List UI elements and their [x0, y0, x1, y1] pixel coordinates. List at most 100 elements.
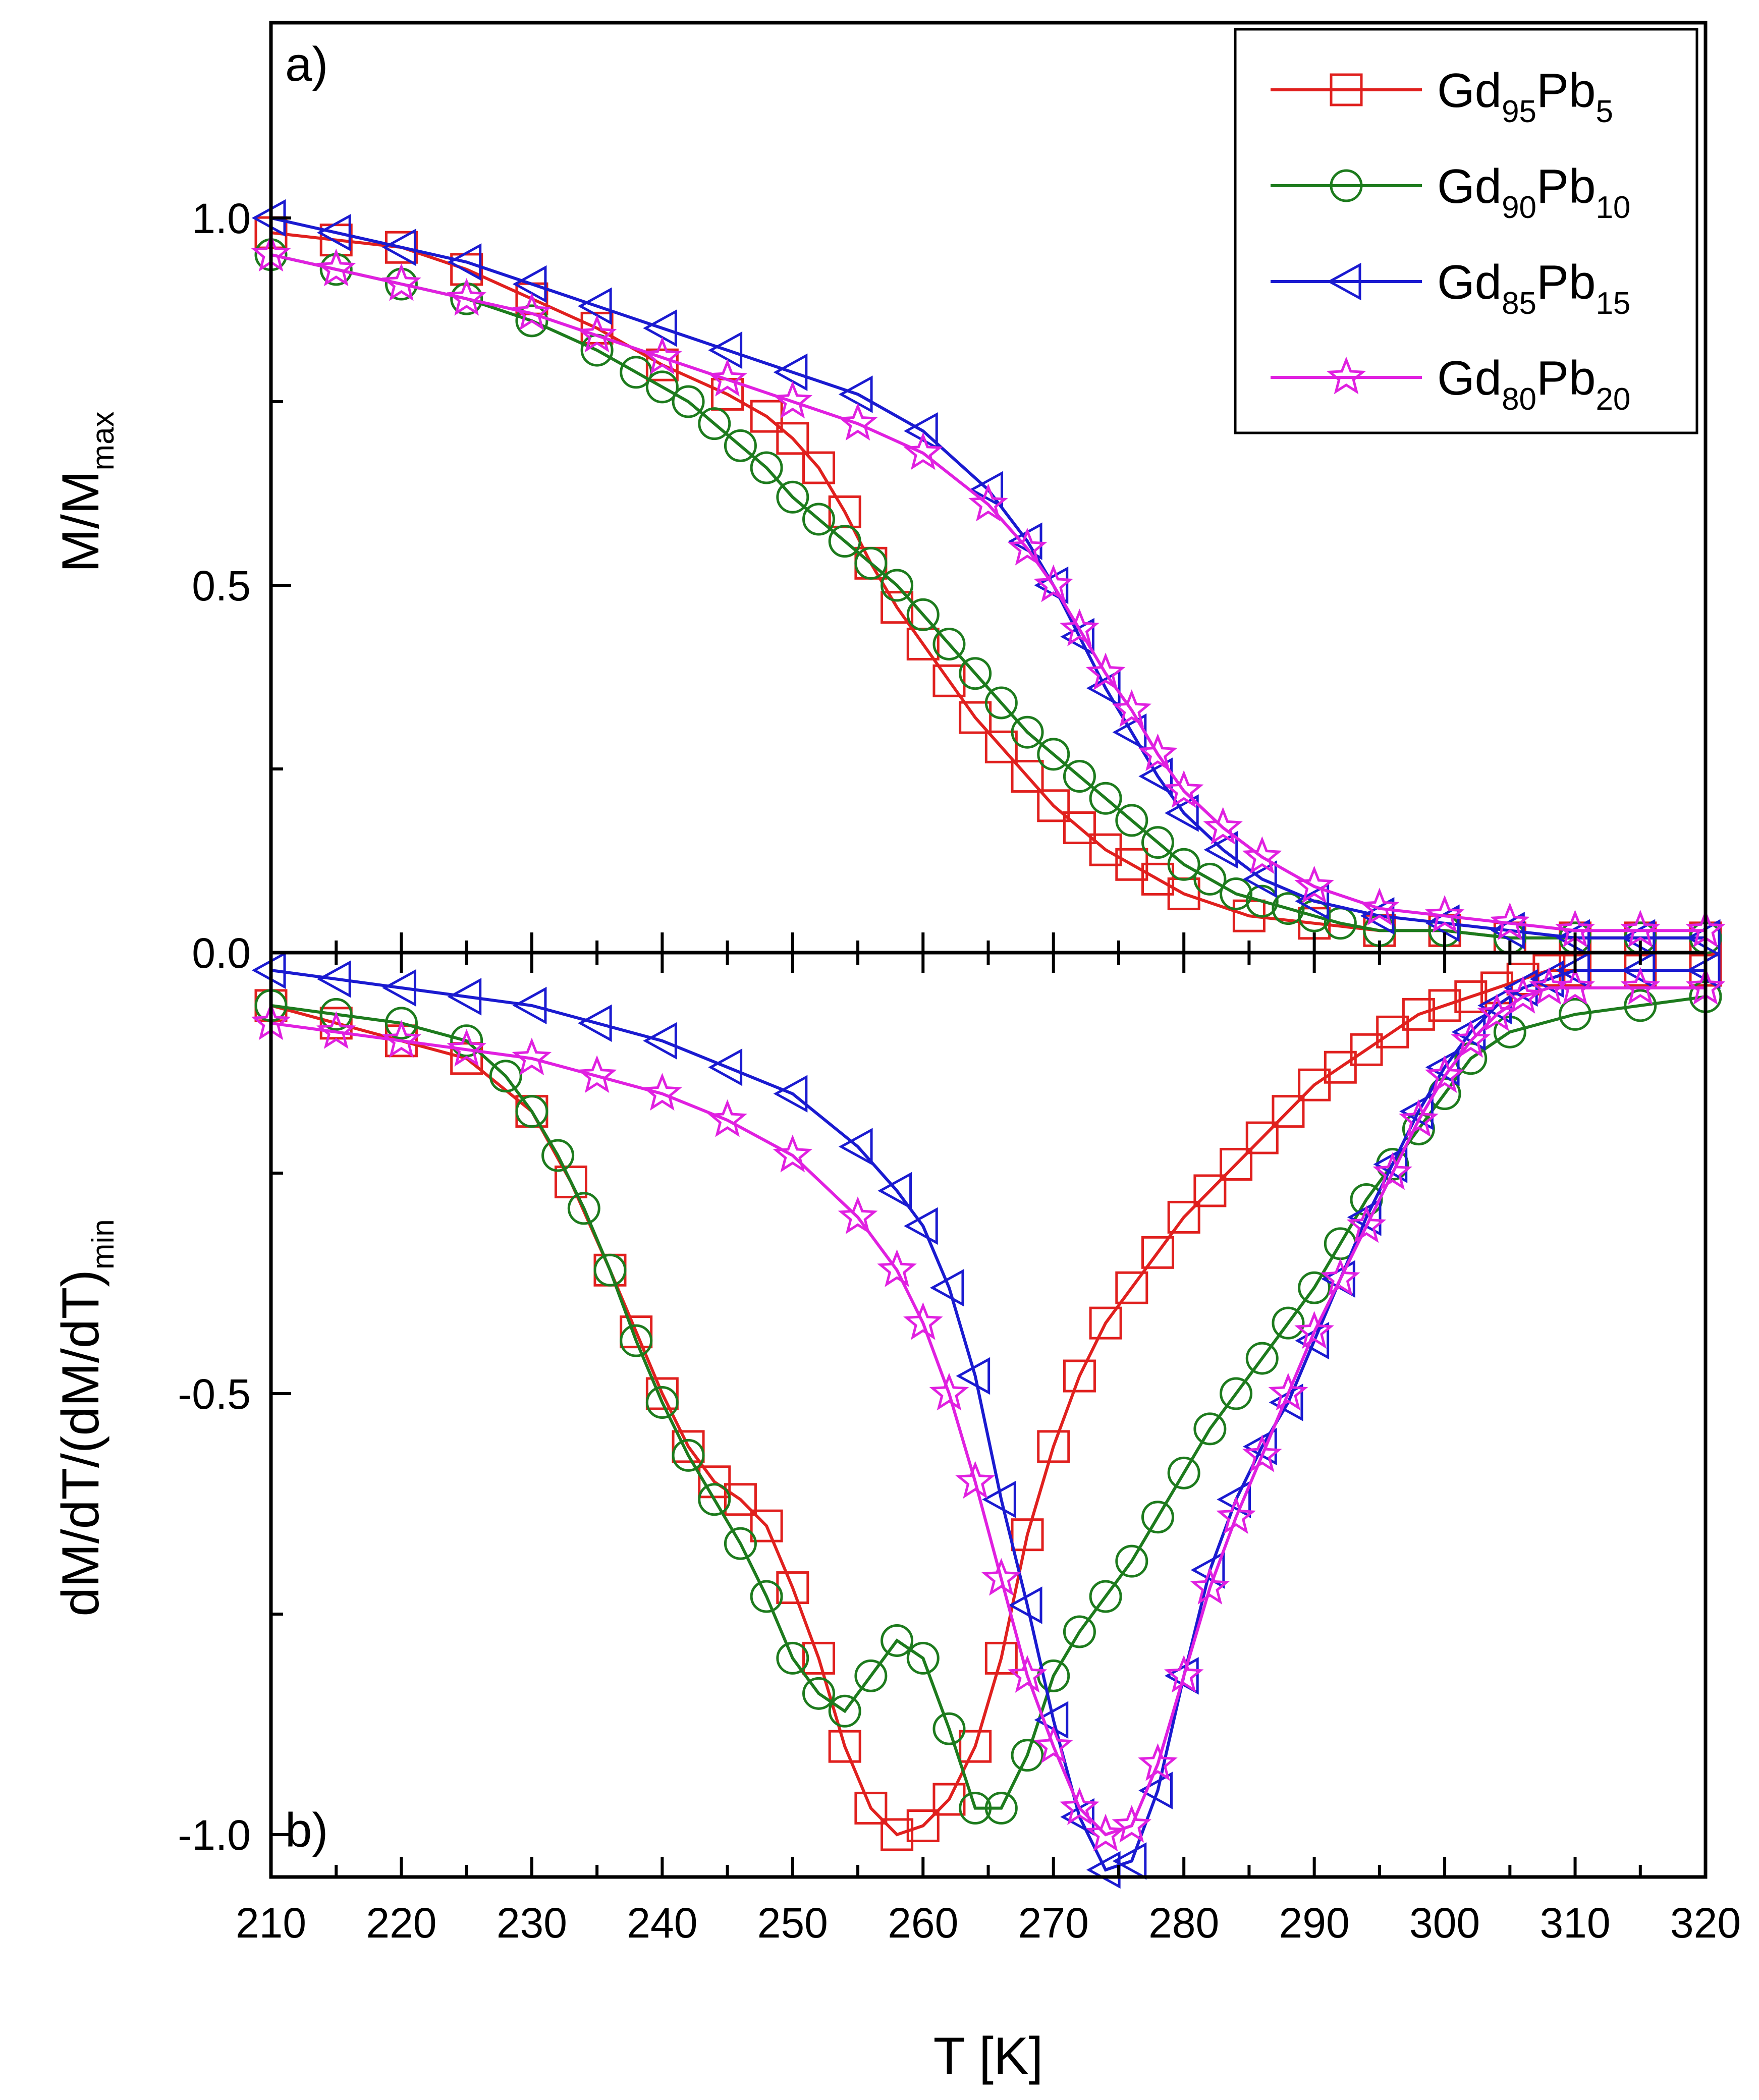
y-tick-label-b: -1.0 — [178, 1811, 251, 1859]
data-point-b-1-30 — [1167, 1456, 1200, 1489]
data-point-a-1-26 — [1141, 826, 1174, 859]
panel-a-plot — [251, 199, 1726, 957]
data-point-b-3-12 — [929, 1372, 969, 1411]
data-point-a-0-18 — [1011, 760, 1044, 793]
data-point-b-1-26 — [1063, 1615, 1096, 1648]
data-point-b-3-2 — [381, 1020, 421, 1058]
data-point-a-1-29 — [1220, 877, 1253, 911]
data-point-b-2-17 — [1060, 1798, 1094, 1836]
data-point-a-1-14 — [828, 525, 861, 558]
data-point-b-2-10 — [877, 1172, 912, 1210]
data-point-a-3-16 — [1112, 689, 1152, 727]
x-tick-label: 260 — [888, 1899, 958, 1947]
data-point-b-3-26 — [1294, 1311, 1334, 1349]
data-point-b-2-15 — [1008, 1586, 1042, 1624]
data-point-a-0-6 — [645, 348, 679, 381]
data-point-b-1-8 — [593, 1253, 627, 1287]
data-point-b-3-25 — [1268, 1372, 1308, 1411]
data-point-a-1-23 — [1063, 760, 1096, 793]
data-point-b-3-20 — [1138, 1743, 1178, 1781]
data-point-a-3-26 — [1620, 909, 1661, 948]
data-point-a-0-15 — [932, 664, 966, 697]
data-point-b-1-11 — [672, 1439, 705, 1472]
data-point-b-3-31 — [1424, 1055, 1465, 1093]
data-point-a-3-3 — [447, 278, 486, 316]
data-point-b-3-3 — [447, 1028, 486, 1067]
data-point-b-2-28 — [1347, 1198, 1382, 1236]
data-point-b-3-7 — [707, 1099, 747, 1137]
x-tick-label: 280 — [1148, 1899, 1219, 1947]
data-point-b-0-5 — [554, 1165, 587, 1198]
data-point-b-1-27 — [1089, 1580, 1122, 1613]
data-point-b-3-29 — [1372, 1152, 1412, 1190]
data-point-a-3-10 — [903, 432, 943, 470]
data-point-a-1-19 — [959, 657, 992, 690]
data-point-a-2-4 — [512, 265, 547, 303]
data-point-a-0-19 — [1037, 789, 1070, 822]
data-point-b-0-33 — [1298, 1068, 1331, 1101]
data-point-b-1-6 — [541, 1139, 575, 1172]
data-point-b-0-8 — [645, 1377, 679, 1410]
x-tick-label: 310 — [1540, 1899, 1610, 1947]
legend: Gd95Pb5 Gd90Pb10 Gd85Pb15 Gd80Pb20 — [1234, 28, 1698, 434]
data-point-b-3-22 — [1190, 1567, 1230, 1605]
data-point-b-3-5 — [577, 1055, 617, 1093]
data-point-b-0-22 — [1011, 1518, 1044, 1552]
panel-label-b: b) — [285, 1803, 328, 1857]
data-point-a-2-8 — [773, 353, 808, 391]
data-point-a-1-28 — [1193, 862, 1227, 896]
data-point-b-0-30 — [1220, 1148, 1253, 1181]
data-point-a-1-22 — [1037, 738, 1070, 771]
data-point-b-3-24 — [1242, 1434, 1282, 1472]
data-point-b-3-28 — [1346, 1205, 1387, 1243]
data-point-b-0-39 — [1454, 980, 1488, 1013]
data-point-b-2-5 — [577, 1004, 612, 1042]
x-tick-label: 210 — [236, 1899, 306, 1947]
legend-marker-0 — [1330, 73, 1363, 106]
data-point-a-1-18 — [932, 627, 966, 660]
data-point-a-1-9 — [698, 407, 731, 440]
data-point-b-2-3 — [447, 978, 482, 1016]
data-point-a-2-17 — [1138, 757, 1173, 795]
data-point-b-3-36 — [1555, 967, 1595, 1005]
y-axis-title-b: dM/dT/(dM/dT)min — [51, 1219, 121, 1617]
data-point-a-2-1 — [317, 213, 351, 252]
data-point-b-3-30 — [1399, 1099, 1439, 1137]
data-point-b-3-15 — [1007, 1655, 1048, 1693]
data-point-a-3-12 — [1007, 527, 1048, 566]
data-point-b-0-20 — [959, 1730, 992, 1763]
data-point-a-1-17 — [906, 598, 940, 631]
data-point-a-3-18 — [1164, 770, 1204, 808]
data-point-b-2-23 — [1217, 1480, 1251, 1518]
data-point-b-0-41 — [1506, 962, 1540, 996]
data-point-a-3-24 — [1490, 902, 1530, 941]
data-point-a-0-10 — [802, 451, 836, 484]
data-point-b-1-13 — [724, 1527, 757, 1560]
data-point-b-0-23 — [1037, 1430, 1070, 1463]
legend-marker-1 — [1330, 169, 1363, 202]
data-point-b-1-9 — [620, 1324, 653, 1357]
x-tick-label: 250 — [757, 1899, 828, 1947]
data-point-a-1-31 — [1272, 892, 1305, 925]
data-point-b-2-1 — [317, 960, 351, 998]
data-point-b-3-16 — [1033, 1725, 1073, 1763]
data-point-a-3-2 — [381, 263, 421, 301]
data-point-b-2-20 — [1138, 1772, 1173, 1809]
data-point-b-0-21 — [984, 1641, 1018, 1675]
data-point-b-1-31 — [1193, 1412, 1227, 1446]
data-point-a-1-25 — [1115, 804, 1148, 837]
y-tick-label-a: 0.5 — [192, 562, 251, 610]
series-line-b-1 — [270, 995, 1706, 1810]
data-point-b-1-1 — [319, 998, 353, 1031]
data-point-b-3-10 — [877, 1249, 917, 1287]
data-point-a-0-17 — [984, 730, 1018, 763]
x-tick-label: 290 — [1279, 1899, 1350, 1947]
data-point-b-0-29 — [1193, 1174, 1227, 1207]
data-point-a-3-4 — [512, 292, 552, 330]
data-point-a-1-13 — [802, 503, 836, 536]
data-point-a-2-3 — [447, 243, 482, 281]
series-line-b-2 — [270, 969, 1706, 1872]
y-tick-label-a: 0.0 — [192, 929, 251, 977]
x-tick-label: 320 — [1670, 1899, 1741, 1947]
